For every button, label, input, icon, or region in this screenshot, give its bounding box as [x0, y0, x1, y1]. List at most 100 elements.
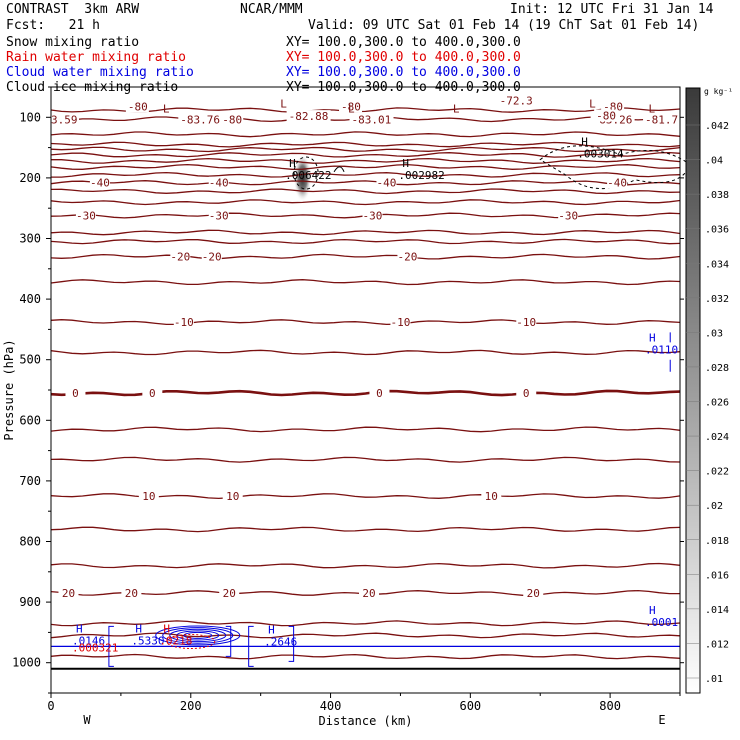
isotherm-label: -40: [607, 177, 627, 190]
extremum-marker: H: [268, 623, 275, 636]
extremum-value: .0218: [159, 634, 192, 647]
isotherm-line: [50, 141, 681, 148]
isotherm-label: 20: [223, 587, 236, 600]
isotherm-label-bg: [219, 587, 240, 600]
colorbar-tick-label: .032: [705, 294, 729, 305]
temp-label-bg: [220, 113, 244, 126]
isotherm-label: -10: [174, 316, 194, 329]
isotherm-label-bg: [201, 250, 222, 263]
init-time: Init: 12 UTC Fri 31 Jan 14: [510, 2, 714, 17]
isotherm-line: [50, 188, 681, 195]
extremum-value: .0001: [645, 616, 678, 629]
colorbar-tick-label: .042: [705, 121, 729, 132]
colorbar-tick-label: .02: [705, 501, 723, 512]
isotherm-label: -30: [558, 209, 578, 222]
y-tick-label: 200: [19, 171, 41, 185]
isotherm-label: -20: [202, 251, 222, 264]
isotherm-line: [50, 131, 681, 138]
extremum-value: .000321: [72, 642, 118, 655]
isotherm-label: 10: [226, 490, 239, 503]
isotherm-line: [50, 653, 681, 660]
y-tick-label: 100: [19, 110, 41, 124]
isotherm-line: [50, 107, 681, 113]
isotherm-line: [50, 151, 681, 158]
isotherm-label-bg: [75, 209, 96, 222]
extremum-value: .003014: [577, 148, 624, 161]
temp-label-bg: [497, 94, 535, 107]
extremum-value: .2646: [264, 635, 297, 648]
extremum-marker: H: [135, 622, 142, 635]
colorbar-tick-label: .022: [705, 467, 729, 478]
isotherm-line: [50, 632, 681, 639]
temp-label-bg: [178, 113, 223, 126]
temp-label-bg: [594, 109, 618, 122]
colorbar-tick-label: .04: [705, 156, 723, 167]
cloud-water-contour: [183, 631, 213, 639]
isotherm-label-bg: [516, 387, 537, 400]
cloud-water-contour: [155, 625, 241, 646]
isotherm-label-bg: [369, 387, 390, 400]
x-tick-label: 600: [459, 699, 481, 713]
isotherm-label: -20: [397, 251, 417, 264]
isotherm-label-bg: [516, 316, 537, 329]
colorbar-tick-label: .028: [705, 363, 729, 374]
isotherm-line: [50, 319, 681, 326]
isotherm-label-bg: [121, 587, 142, 600]
x-tick-label: 800: [599, 699, 621, 713]
colorbar-tick-label: .034: [705, 259, 729, 270]
temp-label-bg: [286, 110, 331, 123]
isotherm-label-bg: [358, 587, 379, 600]
colorbar-tick-label: .038: [705, 190, 729, 201]
isotherm-label: 20: [362, 587, 375, 600]
extremum-marker: H: [649, 331, 656, 344]
field-rain-xy: XY= 100.0,300.0 to 400.0,300.0: [286, 50, 521, 65]
field-snow-xy: XY= 100.0,300.0 to 400.0,300.0: [286, 35, 521, 50]
y-axis-title: Pressure (hPa): [2, 339, 16, 440]
isotherm-label-bg: [607, 176, 628, 189]
isotherm-label: -30: [363, 209, 383, 222]
x-tick-label: 200: [180, 699, 202, 713]
isotherm-line: [50, 180, 681, 186]
forecast-hour: Fcst: 21 h: [6, 18, 100, 33]
isotherm-line: [50, 526, 681, 533]
extremum-value: .5330: [131, 634, 164, 647]
isotherm-line: [50, 238, 681, 245]
y-tick-label: 300: [19, 232, 41, 246]
y-tick-label: 1000: [12, 656, 41, 670]
extremum-marker: H: [402, 157, 409, 170]
low-marker: L: [649, 102, 656, 115]
isotherm-label-bg: [481, 490, 502, 503]
cloud-water-contour: [108, 625, 114, 667]
colorbar-tick-label: .03: [705, 328, 723, 339]
isotherm-label: -40: [377, 177, 397, 190]
y-tick-label: 700: [19, 474, 41, 488]
temp-label: -83.76: [180, 114, 220, 127]
rain-contour: [166, 633, 216, 649]
field-cloud-water-name: Cloud water mixing ratio: [6, 65, 194, 80]
isotherm-line: [50, 562, 681, 569]
colorbar-tick-label: .026: [705, 398, 729, 409]
low-marker: L: [348, 102, 355, 115]
temp-label: -72.3: [500, 94, 533, 107]
temp-label: -80: [222, 114, 242, 127]
extremum-marker: H: [289, 157, 296, 170]
temp-label: -80: [128, 100, 148, 113]
temp-label: -80: [341, 100, 361, 113]
isotherm-label: 10: [142, 490, 155, 503]
isotherm-label: 0: [72, 387, 79, 400]
isotherm-label: 10: [485, 490, 498, 503]
isotherm-line: [50, 279, 681, 286]
isotherm-label-bg: [558, 209, 579, 222]
cloud-water-contour: [225, 625, 232, 657]
cloud-water-contour: [169, 628, 227, 643]
isotherm-line: [50, 456, 681, 463]
isotherm-label: -30: [209, 209, 229, 222]
east-label: E: [658, 713, 665, 727]
extremum-value: .006422: [285, 169, 331, 182]
colorbar-tick-label: .024: [705, 432, 729, 443]
west-label: W: [83, 713, 91, 727]
extremum-marker: H: [76, 622, 83, 635]
isotherm-label-bg: [173, 316, 194, 329]
isotherm-label: -30: [76, 209, 96, 222]
